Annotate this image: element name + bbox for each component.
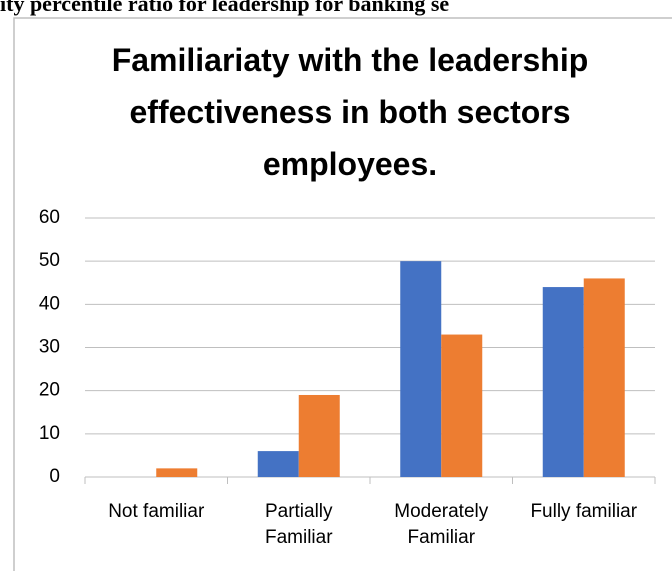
y-tick-label: 40 <box>39 293 60 314</box>
chart-frame <box>13 17 672 571</box>
x-tick-label: Not familiar <box>108 501 205 522</box>
bar <box>156 468 198 477</box>
bar <box>441 334 483 477</box>
y-tick-label: 0 <box>49 466 60 487</box>
bar <box>542 287 584 477</box>
y-tick-label: 10 <box>39 423 60 444</box>
bar <box>583 278 625 477</box>
bar <box>400 261 442 477</box>
bar <box>257 451 299 477</box>
x-tick-label: Moderately Familiar <box>394 501 489 548</box>
chart-title: Familiariaty with the leadership effecti… <box>111 42 589 182</box>
y-tick-label: 60 <box>39 207 60 228</box>
caption: ity percentile ratio for leadership for … <box>0 0 450 16</box>
y-tick-label: 50 <box>39 250 60 271</box>
y-tick-label: 30 <box>39 337 60 358</box>
y-tick-label: 20 <box>39 380 60 401</box>
x-tick-label: Fully familiar <box>530 501 638 522</box>
x-tick-label: Partially Familiar <box>264 501 333 548</box>
bar <box>298 394 340 477</box>
